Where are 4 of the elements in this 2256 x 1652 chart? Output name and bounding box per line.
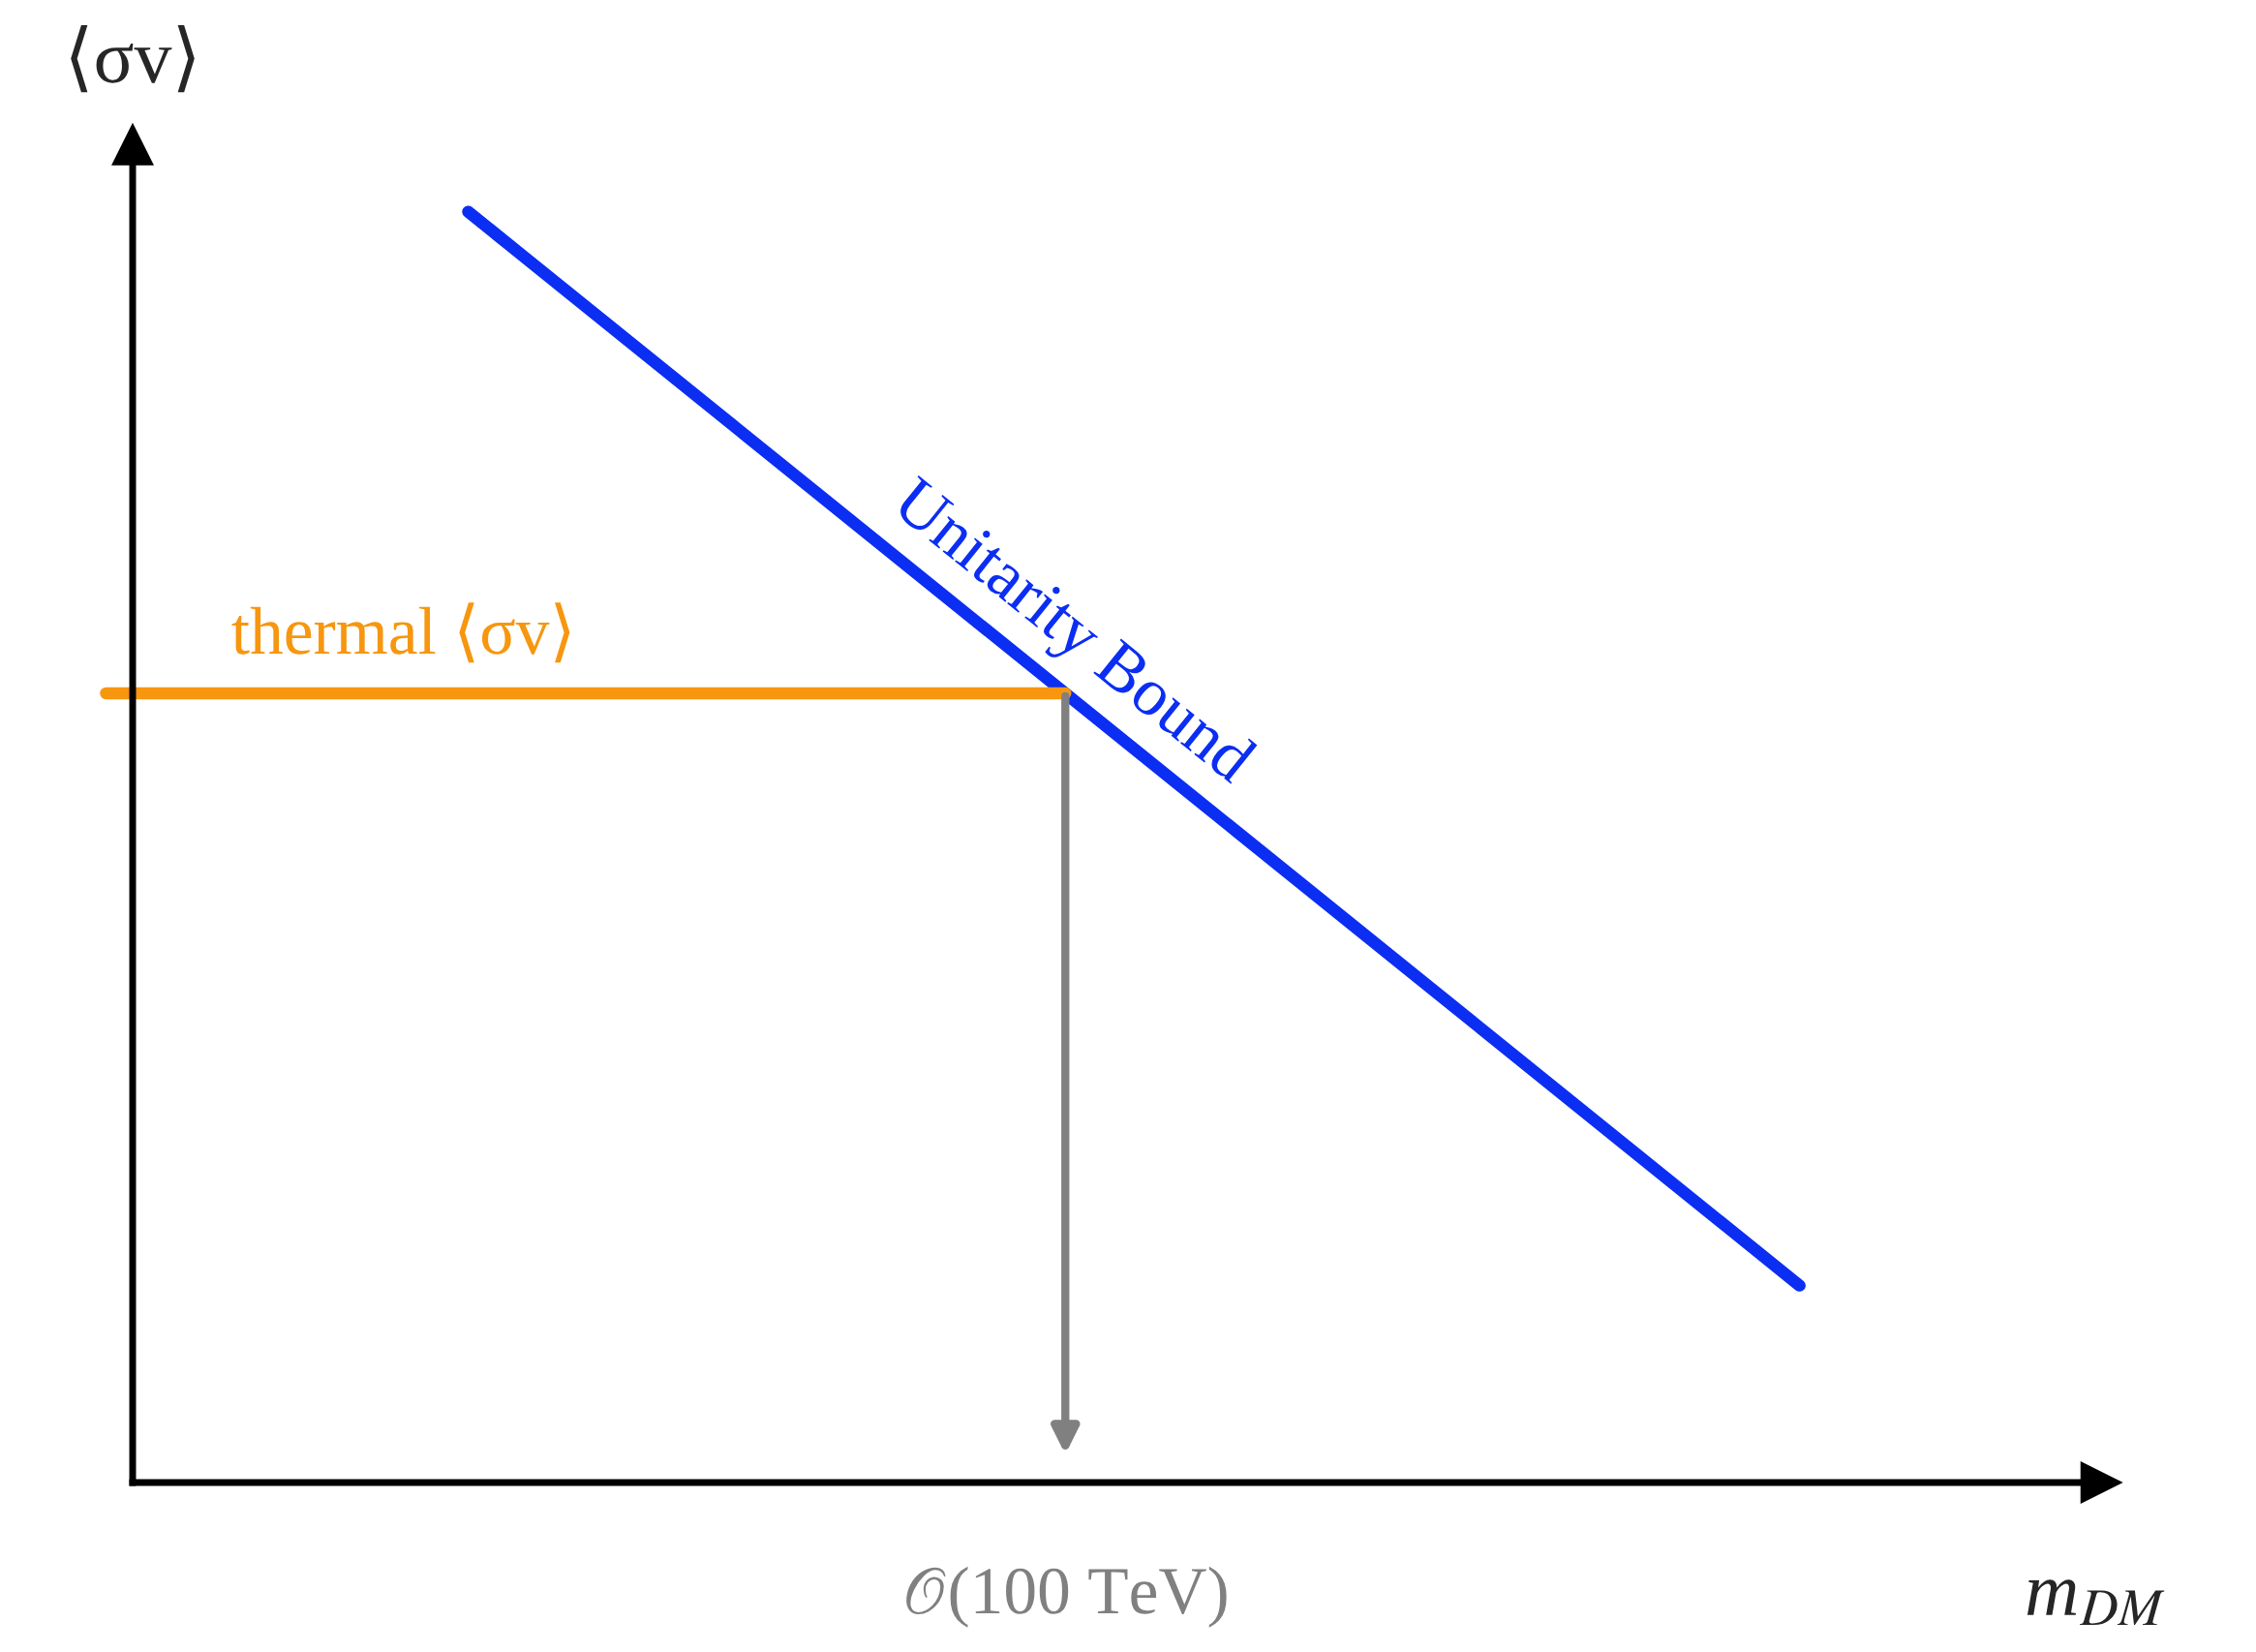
x-axis-title: m$_{DM}$ bbox=[2027, 1579, 2165, 1626]
ref-line-label: thermal ⟨σv⟩ bbox=[231, 602, 570, 663]
text: 𝒪(100 TeV) bbox=[906, 1566, 1227, 1628]
y-axis-title: ⟨σv⟩ bbox=[71, 24, 195, 93]
